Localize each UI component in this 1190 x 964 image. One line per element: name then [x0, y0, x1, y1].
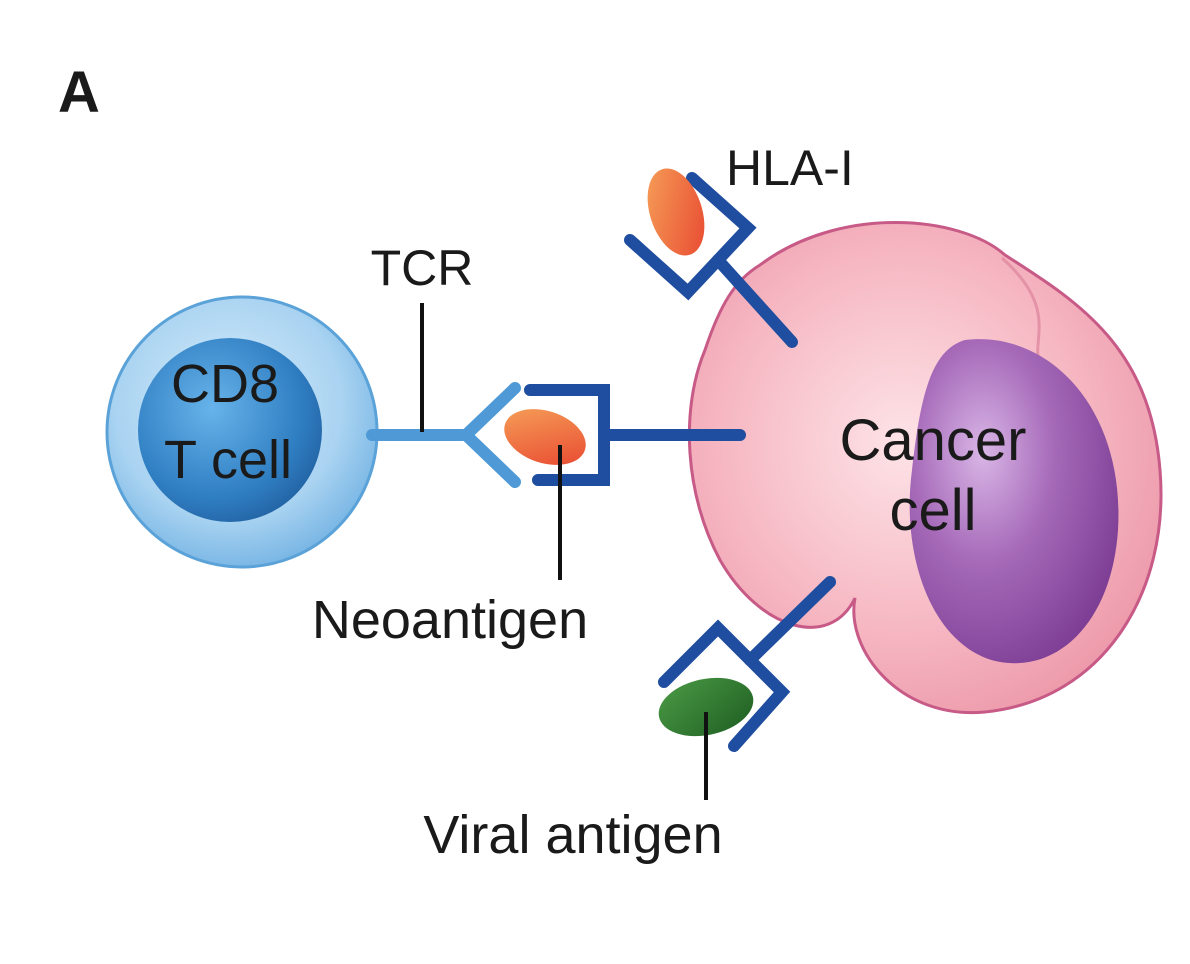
neoantigen-peptide — [504, 409, 586, 465]
viral-antigen-peptide — [658, 677, 754, 737]
panel-label: A — [58, 60, 100, 125]
neoantigen-label: Neoantigen — [312, 590, 588, 650]
cancer-cell-nucleus — [909, 339, 1119, 664]
cancer-cell-label-line2: cell — [889, 478, 976, 543]
tcr-label: TCR — [371, 240, 474, 296]
t-cell-label-line1: CD8 — [171, 354, 279, 414]
hla-top — [624, 172, 798, 348]
hla-center — [524, 384, 746, 486]
viral-antigen-label: Viral antigen — [423, 805, 722, 865]
top-antigen-peptide — [647, 168, 705, 256]
cancer-cell-label-line1: Cancer — [840, 408, 1027, 473]
t-cell-label-line2: T cell — [164, 430, 292, 490]
cancer-cell: Cancer cell — [687, 221, 1163, 715]
hla-bottom — [658, 576, 836, 752]
t-cell: CD8 T cell — [105, 295, 379, 569]
tcr-receptor — [366, 382, 521, 488]
t-cell-nucleus — [138, 338, 322, 522]
hla-label: HLA-I — [726, 140, 854, 196]
